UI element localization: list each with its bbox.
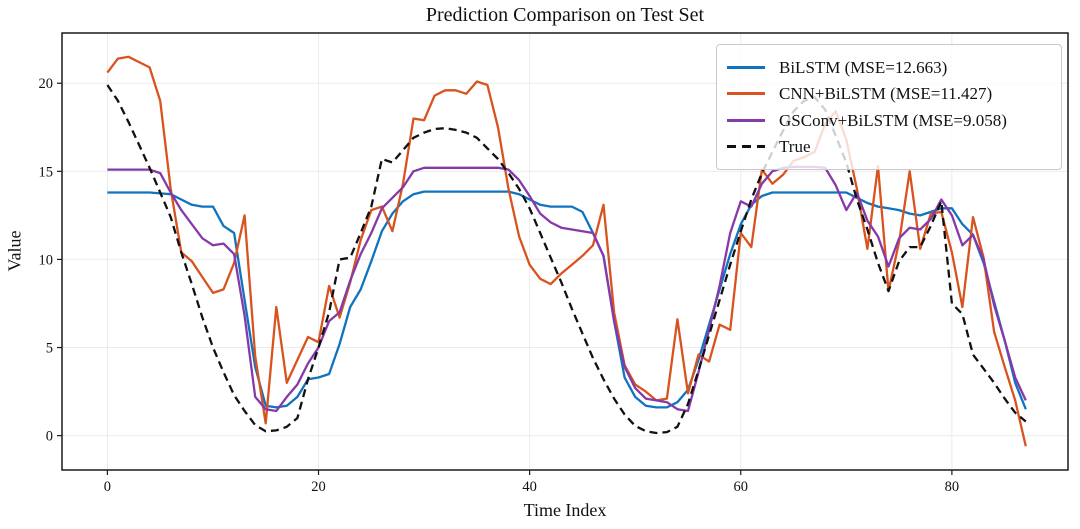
- line-cnn-bilstm-mse-11-427: [106, 55, 1027, 447]
- legend-item: GSConv+BiLSTM (MSE=9.058): [727, 112, 1051, 129]
- legend-item: True: [727, 138, 1051, 155]
- x-tick-label: 80: [945, 479, 960, 495]
- line-true: [106, 84, 1027, 435]
- x-tick-label: 60: [734, 479, 749, 495]
- legend-item-label: True: [779, 137, 811, 157]
- x-axis-label: Time Index: [523, 500, 607, 520]
- legend-line-swatch: [727, 118, 765, 122]
- legend-item-label: GSConv+BiLSTM (MSE=9.058): [779, 110, 1007, 130]
- legend-line-swatch: [727, 145, 765, 149]
- x-tick-label: 0: [104, 479, 111, 495]
- y-tick-label: 20: [39, 76, 54, 92]
- legend-line-swatch: [727, 92, 765, 96]
- x-tick-label: 20: [311, 479, 326, 495]
- y-axis-label: Value: [4, 230, 25, 272]
- y-tick-label: 5: [46, 341, 53, 357]
- legend-item-label: CNN+BiLSTM (MSE=11.427): [779, 84, 993, 104]
- line-gsconv-bilstm-mse-9-058: [107, 165, 1027, 413]
- legend: BiLSTM (MSE=12.663) CNN+BiLSTM (MSE=11.4…: [716, 44, 1062, 170]
- legend-item: CNN+BiLSTM (MSE=11.427): [727, 85, 1051, 102]
- y-tick-label: 10: [39, 252, 54, 268]
- chart-title: Prediction Comparison on Test Set: [425, 4, 705, 26]
- x-tick-label: 40: [522, 479, 537, 495]
- legend-line-swatch: [727, 65, 765, 69]
- axes-spines: [61, 32, 1069, 471]
- legend-item: BiLSTM (MSE=12.663): [727, 59, 1051, 76]
- y-tick-label: 0: [46, 429, 53, 445]
- legend-item-label: BiLSTM (MSE=12.663): [779, 57, 948, 77]
- y-tick-label: 15: [39, 164, 54, 180]
